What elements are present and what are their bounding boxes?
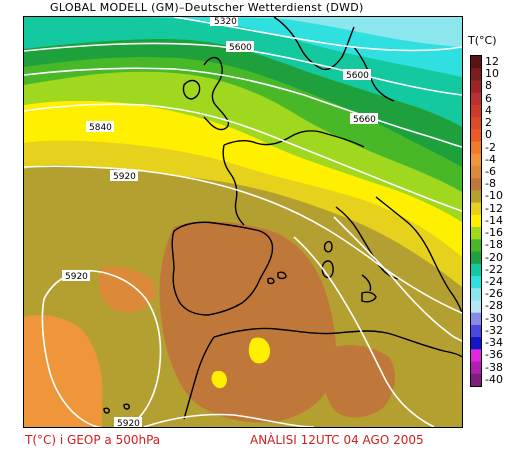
geopotential-contours xyxy=(24,17,462,427)
temperature-patch-iberia xyxy=(159,221,336,423)
color-scale-swatch xyxy=(471,349,481,363)
color-scale-tick-label: -40 xyxy=(485,372,503,386)
color-scale-swatch xyxy=(471,227,481,240)
contour-label-bg xyxy=(226,41,254,52)
cold-spot-morocco xyxy=(211,370,227,389)
color-scale-swatch xyxy=(471,251,481,265)
color-scale-tick-label: -36 xyxy=(485,348,503,362)
contour-label-bg xyxy=(110,170,138,181)
color-scale-tick-label: 0 xyxy=(485,128,492,142)
field-caption: T(°C) i GEOP a 500hPa xyxy=(25,433,161,447)
color-scale-tick-label: -32 xyxy=(485,323,503,337)
color-scale-tick-label: 8 xyxy=(485,79,492,93)
color-scale-tick-label: -10 xyxy=(485,189,503,203)
contour-label-5320: 5320 xyxy=(214,17,237,27)
color-scale-tick-label: -18 xyxy=(485,238,503,252)
contour-label-5660: 5660 xyxy=(353,115,376,125)
contour-label-5600-east: 5600 xyxy=(346,71,369,81)
color-scale-tick-label: -16 xyxy=(485,226,503,240)
color-scale-swatch xyxy=(471,300,481,314)
color-scale-swatch xyxy=(471,373,481,386)
color-scale-swatch xyxy=(471,153,481,167)
color-scale-tick-label: -2 xyxy=(485,140,496,154)
color-scale-swatch xyxy=(471,56,481,69)
color-scale-tick-label: -14 xyxy=(485,213,503,227)
color-scale-tick-label: -34 xyxy=(485,336,503,350)
contour-label-bg xyxy=(343,69,371,80)
coastlines xyxy=(103,17,462,420)
color-scale-tick-label: 10 xyxy=(485,67,499,81)
color-scale-swatch xyxy=(471,288,481,301)
color-scale-swatch xyxy=(471,337,481,350)
color-scale-tick-label: -24 xyxy=(485,275,503,288)
color-scale-tick-label: -20 xyxy=(485,250,503,264)
contour-label-bg xyxy=(350,113,378,124)
color-scale-swatch xyxy=(471,190,481,204)
temperature-band-minus26 xyxy=(184,17,462,47)
color-scale-swatch xyxy=(471,129,481,143)
legend-unit-label: T(°C) xyxy=(468,34,497,47)
color-scale-swatch xyxy=(471,117,481,130)
color-scale-swatch xyxy=(471,178,481,191)
contour-label-5920-south: 5920 xyxy=(117,419,140,427)
contour-label-bg xyxy=(86,121,114,132)
contour-label-5920-north: 5920 xyxy=(113,172,136,182)
color-scale-tick-label: -6 xyxy=(485,165,496,178)
color-scale-swatch xyxy=(471,361,481,375)
analysis-time-caption: ANÀLISI 12UTC 04 AGO 2005 xyxy=(250,433,424,447)
color-scale-tick-label: -22 xyxy=(485,262,503,276)
color-scale-swatch xyxy=(471,80,481,94)
color-scale-tick-label: -26 xyxy=(485,287,503,301)
color-scale-swatch xyxy=(471,92,481,106)
cold-spot-atlas xyxy=(248,337,271,364)
contour-label-group: 5320 5600 5600 5660 5840 5920 5920 5920 xyxy=(62,17,378,427)
color-scale-swatch xyxy=(471,312,481,326)
color-scale-tick-label: -12 xyxy=(485,201,503,215)
color-scale-tick-label: -4 xyxy=(485,152,496,166)
color-scale-swatch xyxy=(471,214,481,228)
contour-label-bg xyxy=(210,17,238,26)
color-scale-swatch xyxy=(471,141,481,155)
color-scale-swatch xyxy=(471,166,481,179)
contour-label-5600-west: 5600 xyxy=(229,43,252,53)
color-scale-tick-label: 4 xyxy=(485,103,492,117)
color-scale-tick-label: -28 xyxy=(485,299,503,313)
contour-label-5840: 5840 xyxy=(89,123,112,133)
color-scale-swatch xyxy=(471,239,481,253)
contour-label-bg xyxy=(62,270,90,281)
color-scale-swatch xyxy=(471,263,481,277)
color-scale-bar xyxy=(470,55,482,387)
map-title: GLOBAL MODELL (GM)–Deutscher Wetterdiens… xyxy=(50,1,364,14)
color-scale-tick-label: -38 xyxy=(485,360,503,374)
color-scale-ticks: 12 10 8 6 4 2 0 -2 -4 -6 -8 -10 -12 -14 -16 -18 -20 -22 -2… xyxy=(485,55,519,387)
contour-label-bg xyxy=(114,417,142,427)
color-scale-tick-label: 12 xyxy=(485,55,499,68)
color-scale-swatch xyxy=(471,202,481,216)
color-scale-swatch xyxy=(471,324,481,338)
color-scale-swatch xyxy=(471,68,481,81)
color-scale-tick-label: -8 xyxy=(485,177,496,191)
color-scale-tick-label: -30 xyxy=(485,311,503,325)
color-scale-swatch xyxy=(471,276,481,289)
temperature-patch-warm-atlantic xyxy=(98,266,156,313)
weather-map: 5320 5600 5600 5660 5840 5920 5920 5920 xyxy=(23,16,463,428)
color-scale-swatch xyxy=(471,104,481,118)
color-scale-tick-label: 2 xyxy=(485,116,492,130)
color-scale-tick-label: 6 xyxy=(485,91,492,105)
contour-label-5920-west: 5920 xyxy=(65,272,88,282)
